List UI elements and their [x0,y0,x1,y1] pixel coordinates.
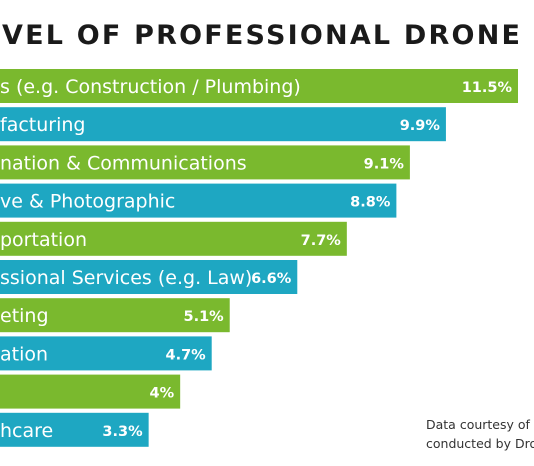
bar-3 [0,183,397,218]
category-label-6: eting [0,305,49,327]
bar-9 [0,412,149,447]
source-note-line2: conducted by Dro [426,436,534,451]
value-label-5: 6.6% [251,271,292,287]
category-label-1: facturing [0,114,85,136]
bar-6 [0,298,230,333]
bar-1 [0,107,446,142]
value-label-6: 5.1% [184,309,225,325]
value-label-3: 8.8% [350,195,391,211]
bar-2 [0,145,410,180]
bar-8 [0,374,181,409]
bar-5 [0,260,298,294]
category-label-0: s (e.g. Construction / Plumbing) [0,76,301,98]
bar-7 [0,336,212,371]
category-label-9: hcare [0,420,53,442]
bar-0 [0,69,518,103]
value-label-2: 9.1% [364,156,405,172]
value-label-8: 4% [150,386,175,402]
value-label-7: 4.7% [165,347,206,363]
chart-title: VEL OF PROFESSIONAL DRONE USA [2,20,534,51]
bar-4 [0,221,347,256]
category-label-2: nation & Communications [0,152,247,174]
category-label-4: portation [0,229,87,251]
value-label-0: 11.5% [462,80,513,96]
source-note-line1: Data courtesy of [426,417,531,432]
value-label-9: 3.3% [102,424,143,440]
category-label-5: ssional Services (e.g. Law) [0,267,252,289]
category-label-3: ve & Photographic [0,191,175,213]
value-label-1: 9.9% [400,118,441,134]
category-label-7: ation [0,343,48,365]
bars-layer: s (e.g. Construction / Plumbing) 11.5% fac… [0,69,518,447]
value-label-4: 7.7% [301,233,342,249]
